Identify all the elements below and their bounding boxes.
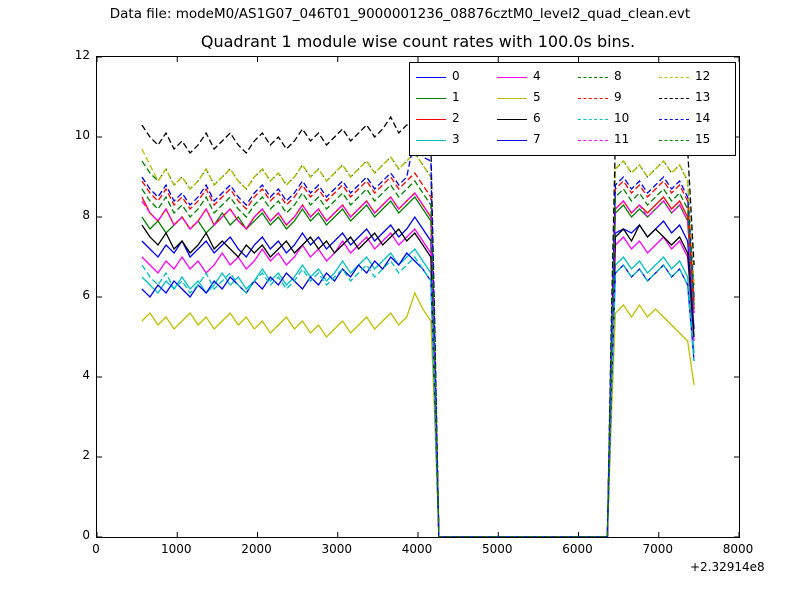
y-tick-label: 8	[82, 208, 90, 222]
legend-swatch	[416, 119, 446, 120]
legend-item[interactable]: 8	[576, 67, 657, 88]
legend-swatch	[578, 119, 608, 120]
x-tick-label: 3000	[321, 542, 353, 556]
legend-label: 8	[614, 69, 622, 83]
series-line	[141, 255, 695, 537]
y-tick-label: 12	[74, 48, 90, 62]
legend-item[interactable]: 6	[495, 109, 576, 130]
x-tick-label: 8000	[722, 542, 754, 556]
legend-column: 0 1 2 3	[414, 67, 495, 151]
series-line	[141, 247, 695, 537]
legend-label: 15	[695, 132, 711, 146]
legend-swatch	[497, 77, 527, 78]
series-line	[141, 251, 695, 537]
legend-swatch	[497, 140, 527, 141]
legend-label: 14	[695, 111, 711, 125]
series-line	[141, 171, 695, 537]
legend-item[interactable]: 0	[414, 67, 495, 88]
legend-label: 12	[695, 69, 711, 83]
series-line	[141, 215, 695, 537]
legend-item[interactable]: 2	[414, 109, 495, 130]
legend-label: 11	[614, 132, 630, 146]
legend-label: 13	[695, 90, 711, 104]
series-line	[141, 134, 695, 537]
legend-label: 9	[614, 90, 622, 104]
series-line	[141, 291, 695, 537]
y-tick-label: 10	[74, 128, 90, 142]
legend-label: 2	[452, 111, 460, 125]
legend-swatch	[659, 77, 689, 78]
y-tick-label: 2	[82, 448, 90, 462]
legend-item[interactable]: 1	[414, 88, 495, 109]
series-line	[141, 179, 695, 537]
legend-item[interactable]: 7	[495, 130, 576, 151]
series-line	[141, 148, 695, 537]
legend-item[interactable]: 11	[576, 130, 657, 151]
legend-item[interactable]: 3	[414, 130, 495, 151]
legend-item[interactable]: 4	[495, 67, 576, 88]
plot-lines	[97, 57, 739, 537]
legend-item[interactable]: 14	[657, 109, 738, 130]
y-tick-label: 6	[82, 288, 90, 302]
legend-label: 4	[533, 69, 541, 83]
legend-item[interactable]: 13	[657, 88, 738, 109]
legend-label: 1	[452, 90, 460, 104]
legend-column: 4 5 6 7	[495, 67, 576, 151]
legend-swatch	[659, 119, 689, 120]
legend-swatch	[659, 140, 689, 141]
legend-label: 6	[533, 111, 541, 125]
legend-swatch	[416, 77, 446, 78]
series-line	[141, 223, 695, 537]
series-line	[141, 195, 695, 537]
legend: 0 1 2 3 4 5 6 7 8 9 10 11 12 13 14 15	[409, 62, 736, 156]
x-tick-label: 2000	[241, 542, 272, 556]
legend-label: 10	[614, 111, 630, 125]
legend-label: 3	[452, 132, 460, 146]
legend-swatch	[416, 98, 446, 99]
x-tick-label: 7000	[642, 542, 674, 556]
legend-item[interactable]: 5	[495, 88, 576, 109]
legend-swatch	[497, 119, 527, 120]
legend-item[interactable]: 12	[657, 67, 738, 88]
legend-item[interactable]: 9	[576, 88, 657, 109]
legend-item[interactable]: 10	[576, 109, 657, 130]
y-tick-label: 0	[82, 528, 90, 542]
legend-swatch	[578, 77, 608, 78]
legend-swatch	[578, 98, 608, 99]
legend-swatch	[497, 98, 527, 99]
x-tick-label: 6000	[562, 542, 593, 556]
series-line	[141, 191, 695, 537]
series-line	[141, 227, 695, 537]
datafile-header: Data file: modeM0/AS1G07_046T01_90000012…	[109, 6, 691, 22]
x-axis-offset-label: +2.32914e8	[690, 560, 765, 574]
x-tick-label: 1000	[160, 542, 192, 556]
legend-item[interactable]: 15	[657, 130, 738, 151]
legend-swatch	[578, 140, 608, 141]
legend-label: 5	[533, 90, 541, 104]
legend-label: 7	[533, 132, 541, 146]
x-tick-label: 5000	[481, 542, 513, 556]
legend-swatch	[659, 98, 689, 99]
legend-column: 12 13 14 15	[657, 67, 738, 151]
legend-column: 8 9 10 11	[576, 67, 657, 151]
chart-title: Quadrant 1 module wise count rates with …	[200, 32, 636, 51]
legend-label: 0	[452, 69, 460, 83]
y-tick-label: 4	[82, 368, 90, 382]
x-tick-label: 0	[92, 542, 100, 556]
x-tick-label: 4000	[401, 542, 433, 556]
legend-swatch	[416, 140, 446, 141]
